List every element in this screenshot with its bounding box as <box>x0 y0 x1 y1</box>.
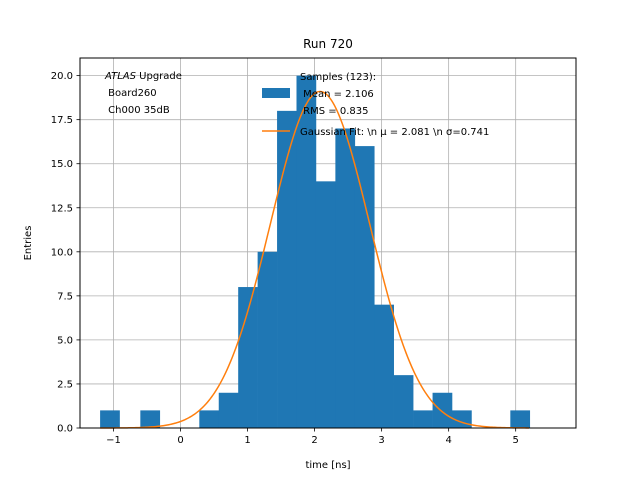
histogram-bar <box>100 410 120 428</box>
legend-histogram-line-1: Samples (123): <box>300 72 376 83</box>
y-axis-label: Entries <box>23 226 34 261</box>
histogram-bar <box>277 110 297 428</box>
histogram-bar <box>413 410 433 428</box>
axis-ticks: −1 0 1 2 3 4 5 0.0 2.5 5.0 7.5 10.0 12.5 15.0 17.5 20.0 <box>51 71 519 446</box>
gaussian-fit-curve <box>100 90 530 429</box>
histogram-bar <box>335 128 356 428</box>
histogram-bars <box>100 75 531 428</box>
histogram-bar <box>432 392 453 428</box>
histogram-bar <box>374 304 394 428</box>
histogram-bar <box>296 75 317 428</box>
legend-histogram-swatch <box>262 88 290 98</box>
annotation-upgrade: Upgrade <box>136 71 182 82</box>
x-tick-label: 0 <box>177 435 183 446</box>
histogram-bar <box>510 410 531 428</box>
y-tick-label: 20.0 <box>51 71 73 82</box>
y-tick-label: 7.5 <box>57 291 73 302</box>
histogram-bar <box>199 410 220 428</box>
gaussian-fit <box>100 90 530 429</box>
plot-frame <box>79 57 577 429</box>
legend-histogram-line-2: Mean = 2.106 <box>300 89 374 100</box>
atlas-annotation: ATLAS Upgrade Board260 Ch000 35dB <box>104 71 182 116</box>
annotation-line-1: ATLAS Upgrade <box>104 71 182 82</box>
x-axis-label: time [ns] <box>305 460 350 471</box>
y-tick-label: 12.5 <box>51 203 73 214</box>
histogram-bar <box>257 251 278 428</box>
y-tick-label: 10.0 <box>51 247 73 258</box>
y-tick-label: 5.0 <box>57 335 73 346</box>
histogram-bar <box>354 146 375 428</box>
annotation-line-3: Ch000 35dB <box>105 105 170 116</box>
x-tick-label: 2 <box>311 435 317 446</box>
histogram-bar <box>218 392 239 428</box>
x-tick-label: 4 <box>445 435 451 446</box>
y-tick-label: 15.0 <box>51 159 73 170</box>
histogram-bar <box>393 375 414 428</box>
histogram-bar <box>238 287 258 428</box>
y-tick-label: 2.5 <box>57 379 73 390</box>
x-tick-label: −1 <box>106 435 121 446</box>
histogram-bar <box>315 181 336 428</box>
x-tick-label: 1 <box>244 435 250 446</box>
legend: Samples (123): Mean = 2.106 RMS = 0.835 … <box>262 72 489 138</box>
y-tick-label: 17.5 <box>51 115 73 126</box>
histogram-bar <box>140 410 161 428</box>
y-tick-label: 0.0 <box>57 424 73 435</box>
chart-title: Run 720 <box>303 37 353 51</box>
annotation-line-2: Board260 <box>105 88 157 99</box>
legend-histogram-line-3: RMS = 0.835 <box>300 106 368 117</box>
annotation-atlas: ATLAS <box>104 71 137 82</box>
legend-fit-label: Gaussian Fit: \n μ = 2.081 \n σ=0.741 <box>300 127 489 138</box>
x-tick-label: 5 <box>512 435 518 446</box>
x-tick-label: 3 <box>378 435 384 446</box>
